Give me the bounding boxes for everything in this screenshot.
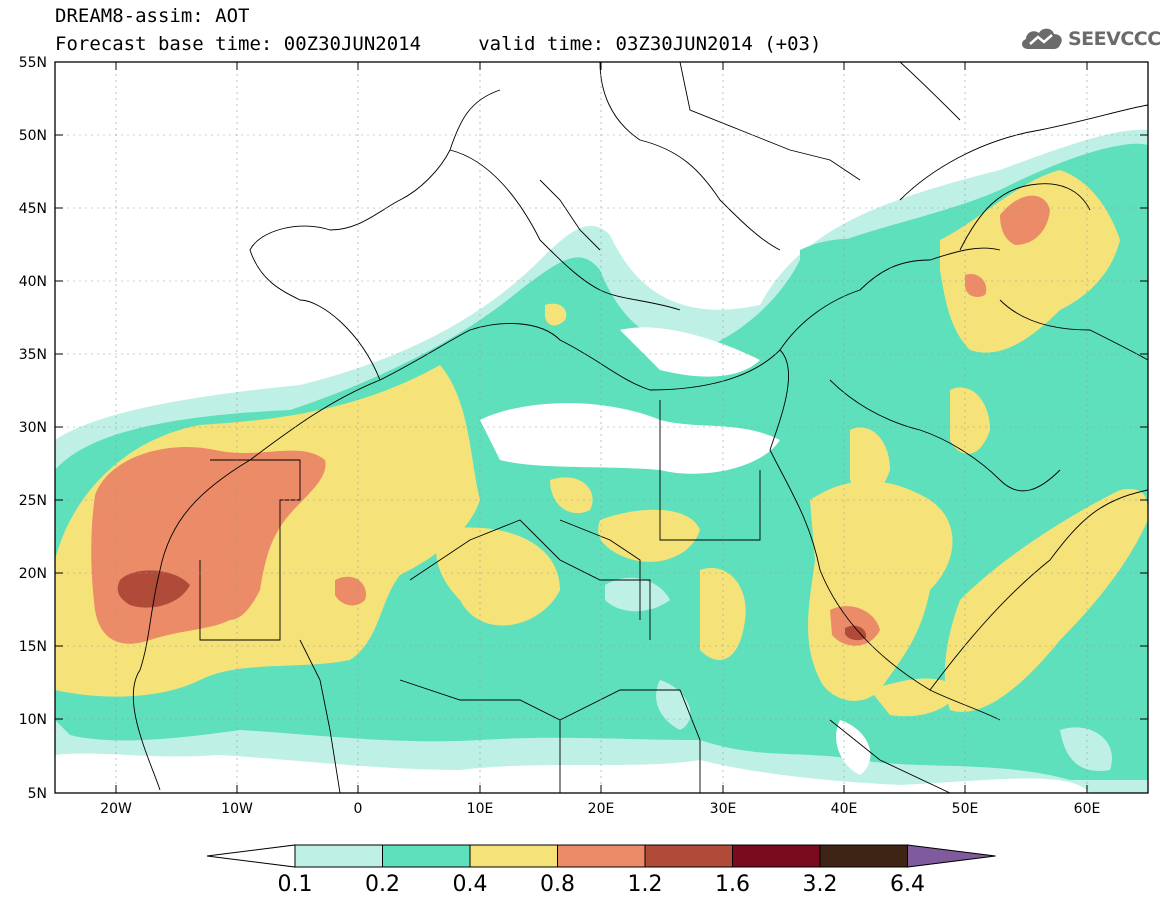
colorbar-under-arrow [206,844,296,868]
latitude-labels: 55N 50N 45N 40N 35N 30N 25N 20N 15N 10N … [19,55,47,802]
colorbar-level-label: 0.4 [453,872,488,897]
lon-label: 40E [831,801,858,817]
aot-field [55,62,1148,793]
lon-label: 20E [588,801,615,817]
coastlines-borders [132,62,1148,793]
lon-label: 60E [1074,801,1101,817]
lat-label: 45N [19,201,47,217]
colorbar-legend: 0.1 0.2 0.4 0.8 1.2 1.6 3.2 6.4 [206,844,996,897]
lon-label: 20W [100,801,132,817]
colorbar-level-label: 0.1 [278,872,313,897]
lon-label: 10E [467,801,494,817]
lat-label: 10N [19,712,47,728]
colorbar-cell [732,844,821,868]
graticule [55,62,1148,793]
lat-label: 50N [19,128,47,144]
cloud-icon [1022,28,1062,49]
axis-ticks [55,61,1148,794]
colorbar-cell [469,844,558,868]
aot-clear-patches [480,327,871,775]
lat-label: 30N [19,420,47,436]
colorbar-level-label: 3.2 [803,872,838,897]
aot-contour-1-2 [117,570,867,641]
aot-contour-0-1-inner [605,577,1112,771]
lat-label: 25N [19,493,47,509]
lon-label: 50E [952,801,979,817]
colorbar-level-label: 1.6 [715,872,750,897]
map-subtitle-times: Forecast base time: 00Z30JUN2014 valid t… [55,33,822,55]
colorbar-level-label: 1.2 [628,872,663,897]
colorbar-level-label: 0.2 [365,872,400,897]
lat-label: 35N [19,347,47,363]
colorbar-level-label: 0.8 [540,872,575,897]
lat-label: 40N [19,274,47,290]
colorbar-level-label: 6.4 [890,872,925,897]
logo-text: SEEVCCC [1068,28,1161,50]
colorbar-over-arrow [907,844,996,868]
colorbar-cell [294,844,383,868]
lon-label: 0 [354,801,363,817]
lat-label: 55N [19,55,47,71]
colorbar-cell [644,844,733,868]
lon-label: 30E [710,801,737,817]
longitude-labels: 20W 10W 0 10E 20E 30E 40E 50E 60E [100,801,1100,817]
lat-label: 5N [28,786,47,802]
colorbar-cell [819,844,908,868]
colorbar-cell [382,844,471,868]
lon-label: 10W [221,801,253,817]
map-title: DREAM8-assim: AOT [55,5,250,27]
lat-label: 15N [19,639,47,655]
seevccc-logo: SEEVCCC [1018,23,1161,55]
colorbar-cell [557,844,646,868]
lat-label: 20N [19,566,47,582]
